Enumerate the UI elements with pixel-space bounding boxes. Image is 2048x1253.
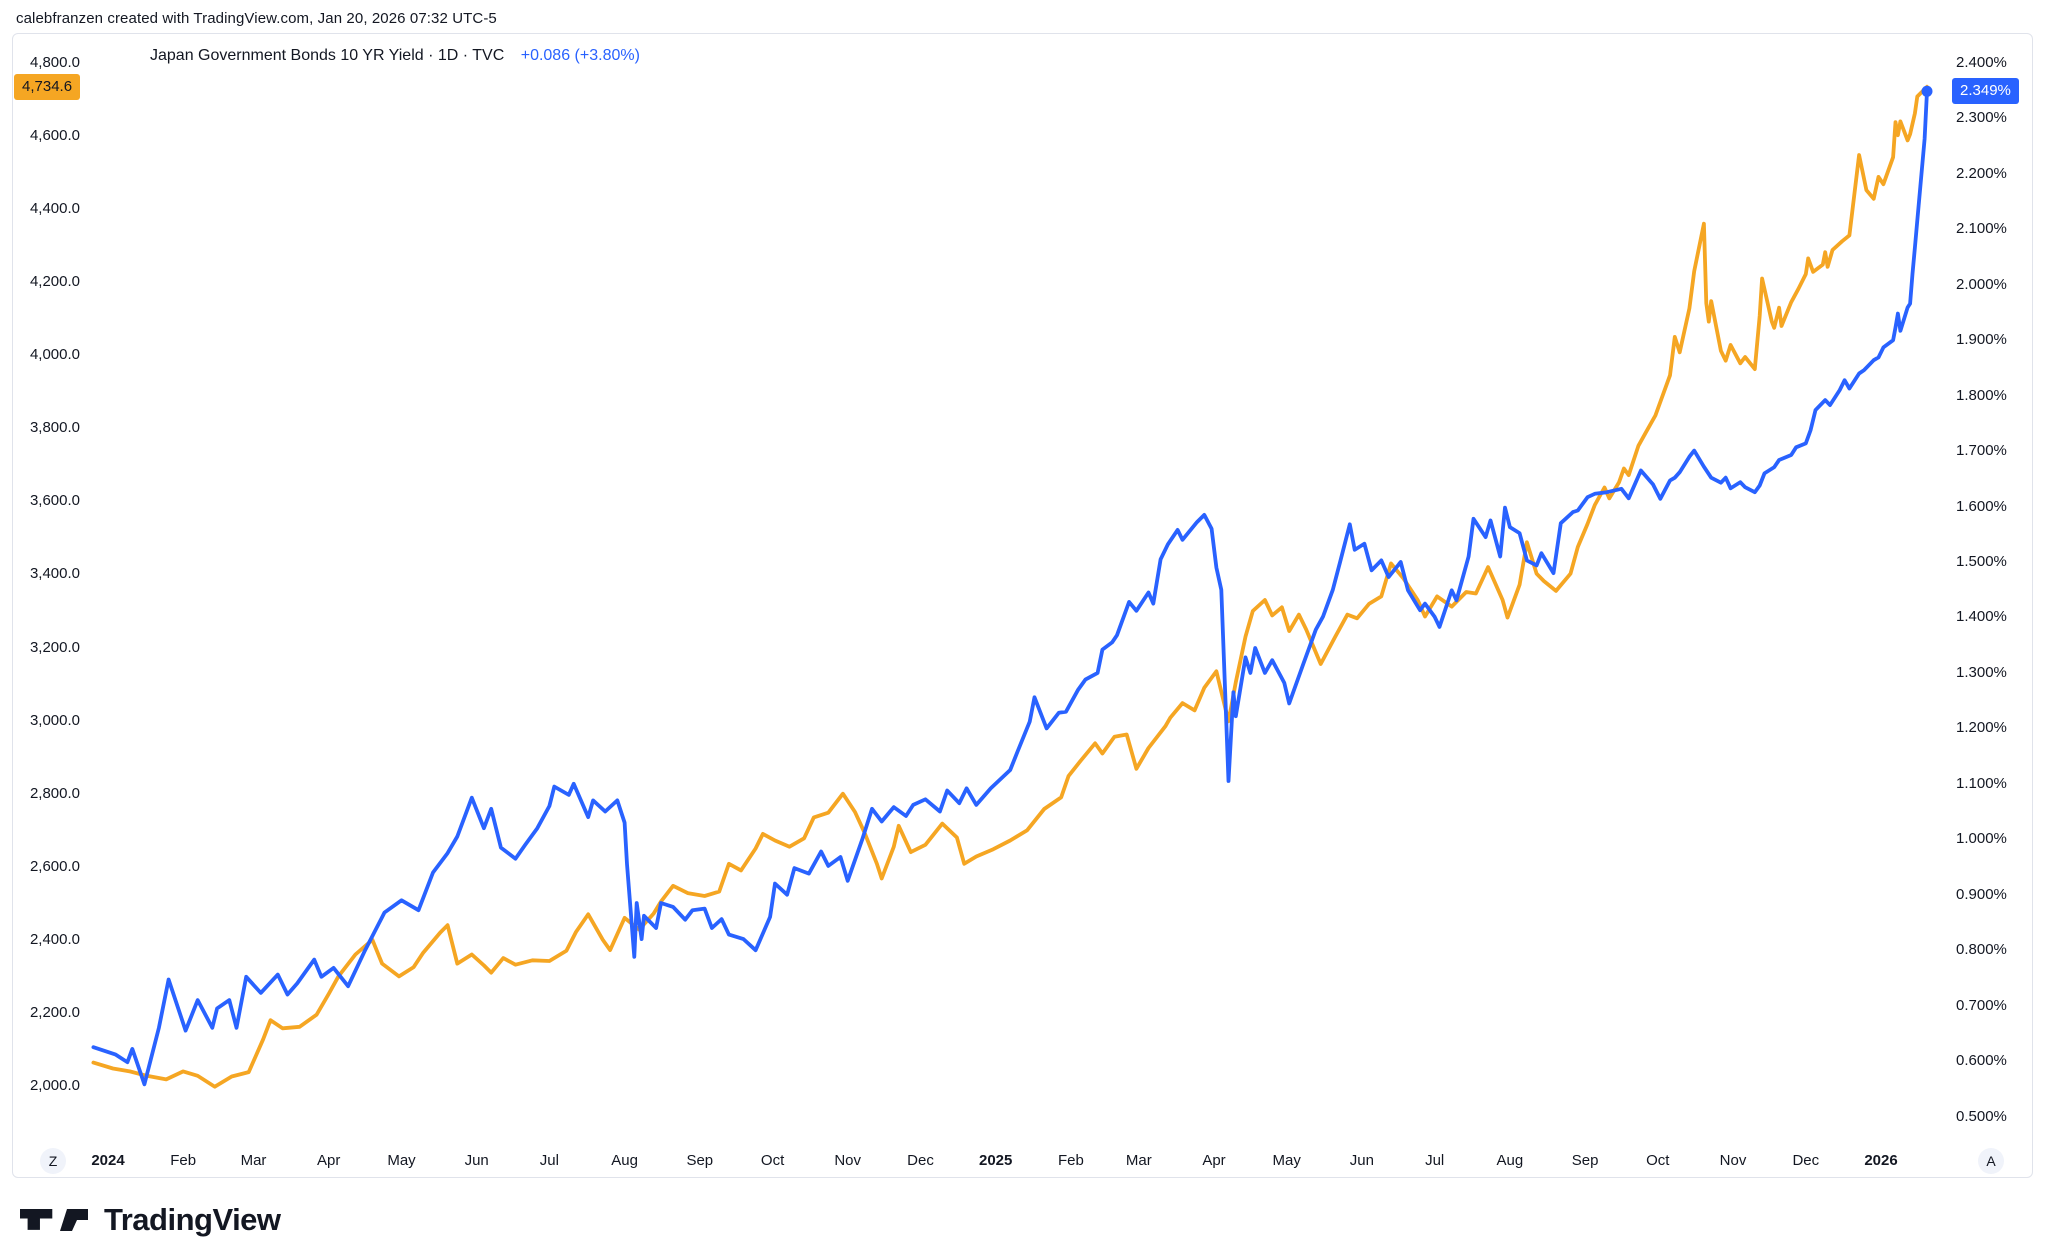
left-axis-label: 3,200.0 (29, 638, 80, 656)
time-axis-label: Aug (611, 1152, 638, 1169)
time-axis-label: Dec (907, 1152, 934, 1169)
time-axis-label: Jun (464, 1152, 489, 1169)
time-axis-label: Dec (1792, 1152, 1820, 1169)
time-axis-label: May (387, 1152, 416, 1169)
right-axis-label: 1.900% (1956, 331, 2007, 349)
tradingview-logo-text: TradingView (104, 1202, 281, 1237)
attribution-text: calebfranzen created with TradingView.co… (16, 10, 497, 27)
right-axis-label: 2.100% (1956, 220, 2007, 238)
right-axis-label: 1.000% (1956, 830, 2007, 848)
left-axis-label: 3,000.0 (29, 711, 80, 729)
right-axis-label: 2.300% (1956, 109, 2007, 127)
right-axis-label: 1.800% (1956, 386, 2007, 404)
auto-scale-button[interactable]: A (1978, 1148, 2004, 1174)
time-axis-label: Feb (1057, 1152, 1084, 1169)
left-axis-label: 4,000.0 (29, 346, 80, 364)
left-axis-label: 2,200.0 (29, 1003, 80, 1021)
legend-symbol-title: Japan Government Bonds 10 YR Yield · 1D … (150, 47, 505, 64)
right-axis-label: 1.100% (1956, 774, 2007, 792)
left-axis-label: 2,600.0 (29, 857, 80, 875)
right-axis-label: 0.700% (1956, 996, 2007, 1014)
left-axis-label: 4,800.0 (29, 53, 80, 71)
time-axis-label: Oct (760, 1152, 785, 1169)
time-axis-label: Nov (834, 1152, 862, 1169)
time-axis-label: 2025 (979, 1152, 1013, 1169)
left-axis-label: 3,400.0 (29, 565, 80, 583)
time-axis-label: Mar (1125, 1152, 1152, 1169)
right-axis-label: 1.300% (1956, 663, 2007, 681)
left-axis-label: 2,400.0 (29, 930, 80, 948)
legend-change-value: +0.086 (+3.80%) (520, 47, 640, 64)
time-axis-label: Oct (1646, 1152, 1670, 1169)
time-axis-label: Jul (1425, 1152, 1445, 1169)
jgb-yield-line (91, 89, 1929, 1087)
right-axis-label: 1.700% (1956, 442, 2007, 460)
time-axis-label: Feb (170, 1152, 197, 1169)
time-axis-label: Jul (539, 1152, 559, 1169)
time-axis-label: Apr (317, 1152, 341, 1169)
right-axis-label: 1.400% (1956, 608, 2007, 626)
right-axis-label: 0.800% (1956, 941, 2007, 959)
time-axis-label: 2024 (91, 1152, 125, 1169)
left-axis-label: 2,000.0 (29, 1077, 80, 1094)
right-axis-label: 0.500% (1956, 1107, 2007, 1125)
left-axis-label: 4,400.0 (29, 200, 80, 218)
time-axis-label: Apr (1202, 1152, 1226, 1169)
time-axis-label: Nov (1719, 1152, 1747, 1169)
tradingview-logo[interactable]: TradingView (20, 1202, 281, 1238)
time-axis-label: Sep (686, 1152, 714, 1169)
right-axis-label: 2.000% (1956, 275, 2007, 293)
tradingview-logo-icon (20, 1208, 88, 1231)
time-axis-label: Mar (240, 1152, 267, 1169)
left-axis-label: 2,800.0 (29, 784, 80, 802)
right-axis-label: 2.200% (1956, 164, 2007, 182)
timezone-button[interactable]: Z (40, 1148, 66, 1174)
time-axis-label: Jun (1349, 1152, 1374, 1169)
yield-last-price-badge: 2.349% (1952, 78, 2019, 105)
left-axis-label: 4,600.0 (29, 126, 80, 144)
left-axis-label: 3,800.0 (29, 419, 80, 437)
right-axis-label: 1.600% (1956, 497, 2007, 515)
right-axis-label: 1.500% (1956, 553, 2007, 571)
yellow-series-line (91, 84, 1929, 1089)
left-axis-label: 3,600.0 (29, 492, 80, 510)
yellow-last-price-badge: 4,734.6 (14, 73, 81, 100)
right-axis-label: 0.900% (1956, 885, 2007, 903)
right-axis-label: 2.400% (1956, 54, 2007, 71)
right-axis-label: 1.200% (1956, 719, 2007, 737)
chart-legend[interactable]: Japan Government Bonds 10 YR Yield · 1D … (150, 47, 640, 65)
time-axis-label: 2026 (1864, 1152, 1898, 1169)
last-price-dot (1921, 85, 1933, 97)
right-axis-label: 0.600% (1956, 1052, 2007, 1070)
time-axis-label: May (1272, 1152, 1301, 1169)
time-axis-label: Aug (1496, 1152, 1524, 1169)
time-axis-label: Sep (1571, 1152, 1599, 1169)
left-axis-label: 4,200.0 (29, 273, 80, 291)
